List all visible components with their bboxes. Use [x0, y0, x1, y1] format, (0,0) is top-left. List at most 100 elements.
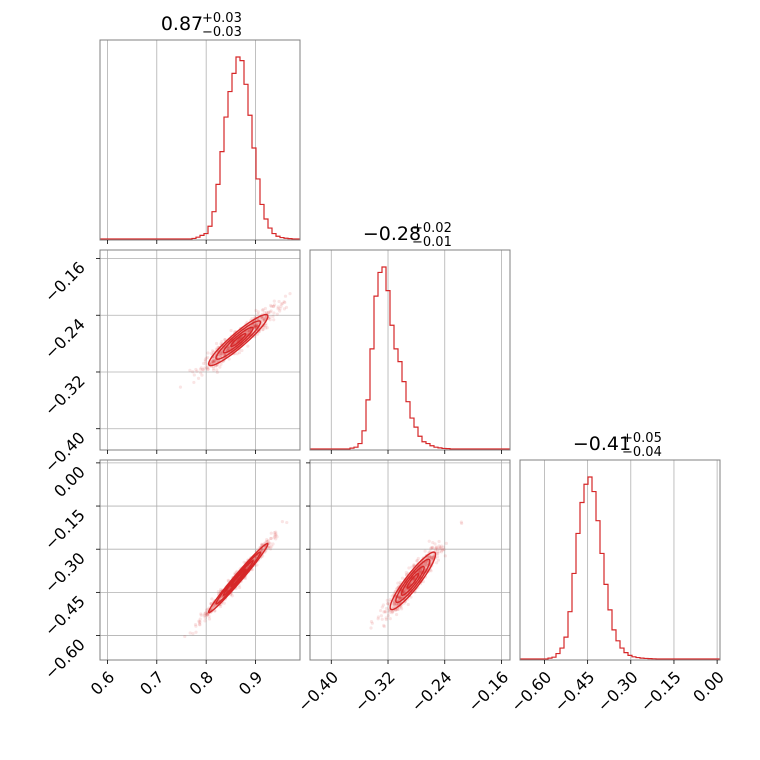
- histogram-panel-1: 0.87+0.03−0.03: [99, 11, 301, 244]
- sample-point: [210, 361, 214, 365]
- sample-point: [253, 325, 257, 329]
- sample-point: [212, 359, 217, 363]
- sample-point: [223, 338, 227, 342]
- sample-point: [380, 605, 384, 609]
- sample-point: [261, 316, 265, 321]
- sample-point: [212, 360, 216, 364]
- sample-point: [443, 554, 447, 558]
- sample-point: [384, 617, 388, 622]
- sample-point: [235, 352, 239, 356]
- sample-point: [428, 556, 432, 560]
- sample-point: [417, 570, 421, 574]
- sample-point: [395, 612, 399, 617]
- sample-point: [218, 353, 222, 358]
- sample-point: [400, 607, 404, 611]
- sample-point: [192, 380, 196, 385]
- sample-point: [276, 305, 280, 309]
- sample-point: [409, 595, 413, 599]
- sample-point: [392, 602, 396, 606]
- sample-point: [438, 545, 442, 549]
- sample-point: [430, 556, 434, 560]
- sample-point: [191, 632, 195, 636]
- sample-point: [392, 602, 397, 606]
- sample-point: [204, 356, 208, 360]
- sample-point: [271, 542, 275, 546]
- sample-point: [194, 624, 198, 628]
- sample-point: [226, 345, 231, 349]
- sample-point: [427, 555, 432, 560]
- sample-point: [214, 360, 218, 364]
- sample-point: [398, 596, 402, 600]
- panel-frame: [309, 249, 511, 451]
- sample-point: [441, 545, 446, 549]
- sample-point: [390, 611, 394, 615]
- sample-point: [425, 563, 429, 567]
- contour-line-1: [389, 551, 437, 611]
- sample-point: [439, 550, 444, 554]
- sample-point: [211, 359, 215, 363]
- sample-point: [398, 596, 402, 600]
- sample-point: [424, 563, 428, 567]
- contour-line-4: [406, 572, 420, 589]
- sample-point: [278, 307, 282, 311]
- histogram-panel-3: −0.41+0.05−0.04: [519, 431, 721, 664]
- x-tick-label: 0.6: [87, 667, 118, 698]
- sample-point: [398, 596, 402, 601]
- sample-point: [206, 351, 210, 355]
- sample-point: [433, 542, 437, 546]
- sample-point: [215, 370, 219, 374]
- sample-point: [188, 368, 192, 372]
- sample-point: [419, 569, 423, 573]
- sample-point: [272, 311, 276, 315]
- sample-point: [428, 554, 432, 558]
- contour-line-1: [207, 313, 269, 367]
- sample-point: [254, 323, 258, 328]
- sample-point: [427, 554, 431, 559]
- sample-point: [203, 358, 207, 362]
- sample-point: [253, 324, 258, 328]
- sample-point: [222, 601, 226, 605]
- sample-point: [278, 309, 282, 313]
- sample-point: [268, 315, 272, 319]
- sample-point: [246, 331, 250, 335]
- sample-point: [415, 559, 419, 563]
- sample-point: [279, 304, 283, 308]
- sample-point: [391, 610, 395, 614]
- sample-point: [260, 548, 264, 552]
- contour-line-4: [230, 568, 247, 588]
- sample-point: [444, 541, 448, 545]
- y-tick-label: −0.30: [41, 549, 89, 597]
- sample-point: [261, 316, 265, 320]
- sample-point: [260, 542, 264, 546]
- x-tick-label: 0.9: [235, 667, 266, 698]
- scatter-series: [369, 520, 464, 630]
- contour-line-4: [230, 332, 247, 348]
- sample-point: [198, 620, 202, 625]
- y-tick-label: −0.60: [41, 635, 89, 683]
- sample-point: [262, 318, 266, 322]
- sample-point: [437, 539, 441, 544]
- sample-point: [197, 619, 201, 623]
- sample-point: [437, 549, 442, 554]
- sample-point: [386, 614, 391, 618]
- sample-point: [403, 588, 407, 592]
- sample-point: [266, 540, 270, 544]
- sample-point: [435, 555, 440, 559]
- sample-point: [379, 614, 383, 618]
- panel-frame: [519, 459, 721, 661]
- sample-point: [276, 307, 280, 311]
- sample-point: [404, 570, 408, 575]
- sample-point: [211, 360, 216, 364]
- sample-point: [438, 546, 442, 550]
- sample-point: [369, 620, 374, 624]
- sample-point: [398, 580, 402, 584]
- sample-point: [430, 545, 435, 549]
- sample-point: [399, 596, 403, 600]
- sample-point: [275, 312, 279, 316]
- sample-point: [240, 348, 244, 353]
- histogram-panel-2: −0.28+0.02−0.01: [309, 221, 511, 454]
- histogram-series-2: [310, 266, 510, 450]
- sample-point: [388, 597, 393, 601]
- sample-point: [194, 630, 198, 634]
